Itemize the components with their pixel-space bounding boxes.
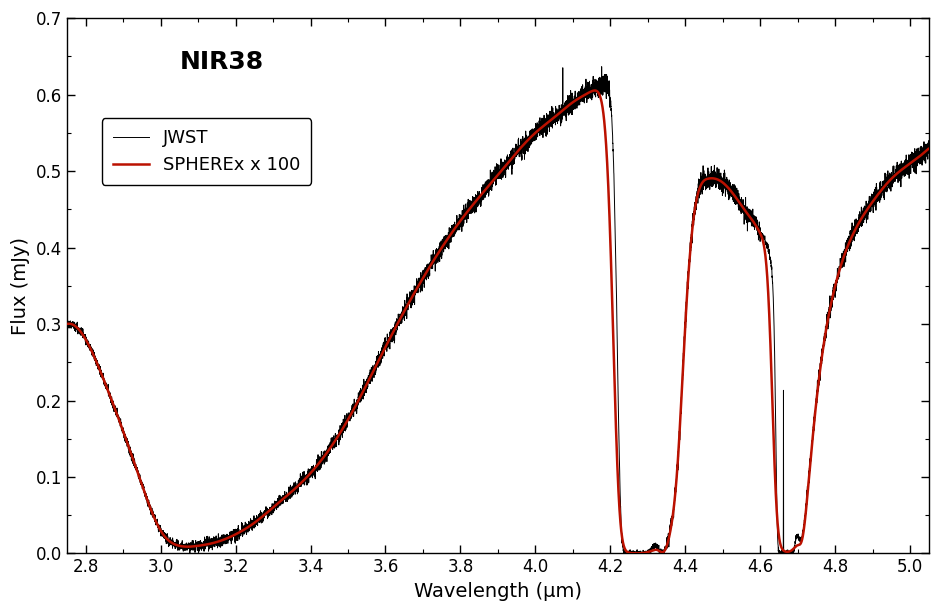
- SPHEREx x 100: [113, 415, 124, 422]
- JWST: [61, 321, 72, 328]
- Line: SPHEREx x 100: SPHEREx x 100: [67, 91, 929, 553]
- SPHEREx x 100: [61, 320, 72, 327]
- Legend: JWST, SPHEREx x 100: JWST, SPHEREx x 100: [102, 118, 311, 185]
- JWST: [878, 185, 889, 192]
- Line: JWST: JWST: [67, 67, 929, 553]
- SPHEREx x 100: [97, 373, 108, 381]
- SPHEREx x 100: [230, 531, 242, 538]
- X-axis label: Wavelength (μm): Wavelength (μm): [414, 582, 582, 601]
- SPHEREx x 100: [923, 145, 934, 152]
- Y-axis label: Flux (mJy): Flux (mJy): [11, 237, 30, 335]
- JWST: [230, 529, 242, 536]
- SPHEREx x 100: [65, 320, 76, 327]
- JWST: [65, 321, 76, 329]
- JWST: [596, 63, 607, 70]
- JWST: [97, 373, 108, 380]
- SPHEREx x 100: [482, 182, 494, 190]
- JWST: [483, 184, 494, 192]
- SPHEREx x 100: [878, 184, 889, 192]
- Text: NIR38: NIR38: [180, 50, 264, 74]
- SPHEREx x 100: [589, 87, 601, 94]
- JWST: [923, 149, 934, 157]
- JWST: [184, 550, 196, 557]
- JWST: [113, 415, 124, 422]
- SPHEREx x 100: [631, 550, 642, 557]
